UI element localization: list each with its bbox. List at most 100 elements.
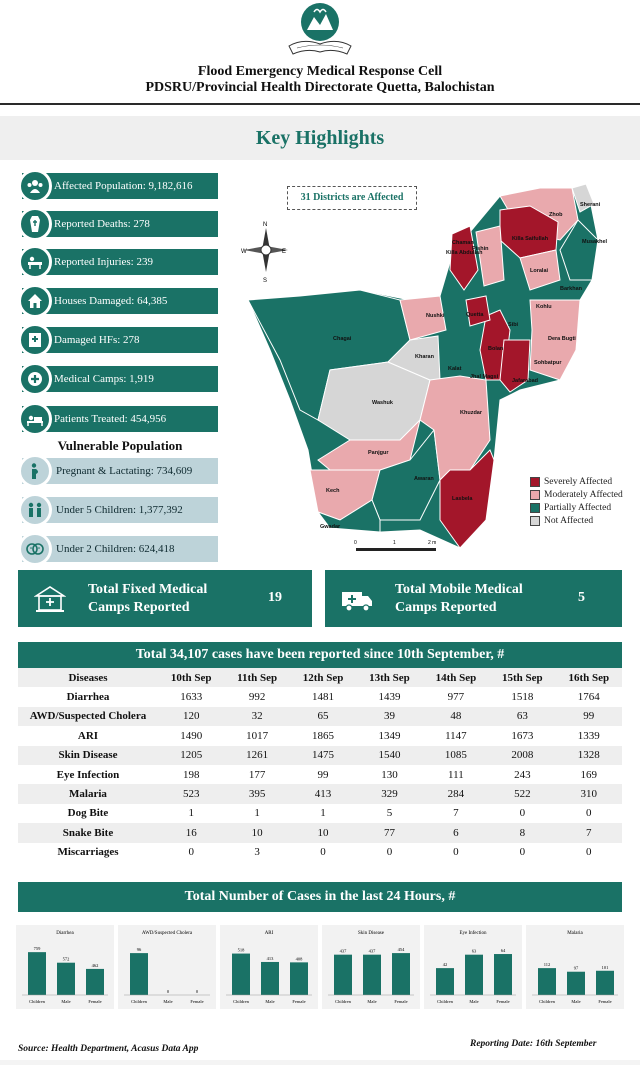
mini-chart-value-label: 64 — [501, 948, 506, 953]
label-washuk: Washuk — [372, 400, 394, 406]
stat-under-5-children: Under 5 Children: 1,377,392 — [22, 497, 218, 523]
stat-reported-injuries: Reported Injuries: 239 — [22, 249, 218, 275]
mini-chart-category-label: Children — [335, 999, 351, 1004]
case-count-cell: 120 — [182, 710, 200, 723]
case-count-cell: 413 — [314, 788, 332, 801]
mini-chart-value-label: 0 — [196, 989, 199, 994]
stat-patients-treated: Patients Treated: 454,956 — [22, 406, 218, 432]
mini-chart-category-label: Male — [163, 999, 172, 1004]
header-subtitle: PDSRU/Provincial Health Directorate Quet… — [145, 80, 495, 95]
scale-label-0: 0 — [354, 540, 357, 546]
label-barkhan: Barkhan — [560, 286, 583, 292]
case-count-cell: 522 — [514, 788, 531, 801]
mini-chart-category-label: Female — [88, 999, 101, 1004]
case-count-cell: 99 — [317, 768, 329, 781]
case-count-cell: 63 — [516, 710, 528, 723]
mini-chart-category-label: Children — [233, 999, 249, 1004]
label-kech: Kech — [326, 488, 340, 494]
patient-bed-icon — [18, 402, 52, 436]
mini-chart-category-label: Female — [190, 999, 203, 1004]
label-sherani: Sherani — [580, 202, 601, 208]
table-row: Miscarriages 0 3 0 0 0 0 0 — [18, 842, 622, 862]
stat-damaged-hfs: Damaged HFs: 278 — [22, 327, 218, 353]
table-row: Snake Bite 16 10 10 77 6 8 7 — [18, 823, 622, 843]
label-chagai: Chagai — [333, 336, 352, 342]
stat-under-2-children: Under 2 Children: 624,418 — [22, 536, 218, 562]
label-kalat: Kalat — [448, 366, 462, 372]
header-title: Flood Emergency Medical Response Cell — [197, 64, 443, 79]
table-row: Dog Bite 1 1 1 5 7 0 0 — [18, 803, 622, 824]
stat-medical-camps: Medical Camps: 1,919 — [22, 366, 218, 392]
health-facility-icon — [18, 323, 52, 357]
label-dera-bugti: Dera Bugti — [548, 336, 576, 342]
table-row: AWD/Suspected Cholera 120 32 65 39 48 63 99 — [18, 706, 622, 727]
mini-chart-title: Eye Infection — [459, 931, 487, 936]
label-kohlu: Kohlu — [536, 304, 552, 310]
mini-chart-category-label: Male — [469, 999, 478, 1004]
ambulance-icon — [342, 592, 372, 612]
label-jhal-magsi: Jhal Magsi — [470, 374, 499, 380]
stat-affected-population: Affected Population: 9,182,616 — [22, 173, 218, 199]
mini-chart-title: Skin Disease — [358, 931, 385, 936]
mini-chart-value-label: 408 — [296, 956, 304, 961]
label-nushki: Nushki — [426, 313, 445, 319]
source-note: Source: Health Department, Acasus Data A… — [18, 1044, 199, 1054]
balochistan-district-map: N E S W Sherani Zhob Musakhel Killa Saif… — [241, 183, 608, 551]
label-khuzdar: Khuzdar — [460, 410, 483, 416]
label-musakhel: Musakhel — [582, 239, 608, 245]
compass-s: S — [263, 278, 267, 284]
legend-label: Not Affected — [544, 516, 594, 526]
key-highlights-title: Key Highlights — [255, 127, 385, 149]
table-header-cell: 10th Sep — [170, 671, 212, 684]
disease-name-cell: ARI — [77, 729, 99, 742]
mini-chart-value-label: 759 — [34, 946, 42, 951]
compass-w: W — [241, 249, 247, 255]
table-header-cell: 11th Sep — [237, 671, 278, 684]
case-count-cell: 1261 — [246, 749, 269, 762]
reporting-date: Reporting Date: 16th September — [470, 1039, 597, 1049]
label-bolan: Bolan — [488, 346, 504, 352]
label-panjgur: Panjgur — [368, 450, 389, 456]
stretcher-icon — [18, 245, 52, 279]
label-loralai: Loralai — [530, 268, 549, 274]
mini-chart-category-label: Male — [61, 999, 70, 1004]
fixed-camps-label-2: Camps Reported — [88, 600, 190, 615]
mini-chart-bar — [334, 954, 352, 995]
case-count-cell: 523 — [182, 788, 200, 801]
mini-chart-value-label: 112 — [544, 962, 551, 967]
case-count-cell: 5 — [386, 807, 393, 820]
last-24-hours-title: Total Number of Cases in the last 24 Hou… — [18, 882, 622, 912]
case-count-cell: 0 — [188, 846, 194, 859]
mobile-camps-label-2: Camps Reported — [395, 600, 497, 615]
legend-severely-affected: Severely Affected — [530, 476, 612, 488]
mini-chart-value-label: 101 — [602, 965, 609, 970]
legend-partially-affected: Partially Affected — [530, 502, 611, 514]
case-count-cell: 7 — [586, 826, 592, 839]
table-header-cell: 13th Sep — [369, 671, 410, 684]
label-quetta: Quetta — [466, 312, 484, 318]
compass-e: E — [282, 249, 286, 255]
case-count-cell: 198 — [182, 768, 200, 781]
case-count-cell: 65 — [317, 710, 329, 723]
mini-chart-bar — [363, 954, 381, 995]
mini-chart-bar — [290, 962, 308, 995]
label-sohbatpur: Sohbatpur — [534, 360, 562, 366]
case-count-cell: 1475 — [312, 749, 335, 762]
scale-bar — [356, 548, 436, 551]
table-header-cell: 14th Sep — [435, 671, 477, 684]
case-count-cell: 130 — [381, 768, 398, 781]
table-row: Diarrhea 1633 992 1481 1439 977 1518 1764 — [18, 687, 622, 707]
case-count-cell: 99 — [583, 710, 595, 723]
mini-chart-category-label: Male — [367, 999, 376, 1004]
case-count-cell: 1147 — [445, 729, 467, 742]
disease-name-cell: Diarrhea — [66, 691, 110, 704]
mini-chart-value-label: 97 — [574, 966, 579, 971]
mini-chart-title: ARI — [265, 931, 274, 936]
compass-n: N — [263, 222, 267, 228]
mini-chart-title: Diarrhea — [56, 931, 74, 936]
case-count-cell: 1349 — [378, 729, 401, 742]
case-count-cell: 77 — [383, 826, 395, 839]
mini-chart-category-label: Female — [394, 999, 407, 1004]
legend-moderately-affected: Moderately Affected — [530, 489, 623, 501]
legend-label: Partially Affected — [544, 503, 612, 513]
